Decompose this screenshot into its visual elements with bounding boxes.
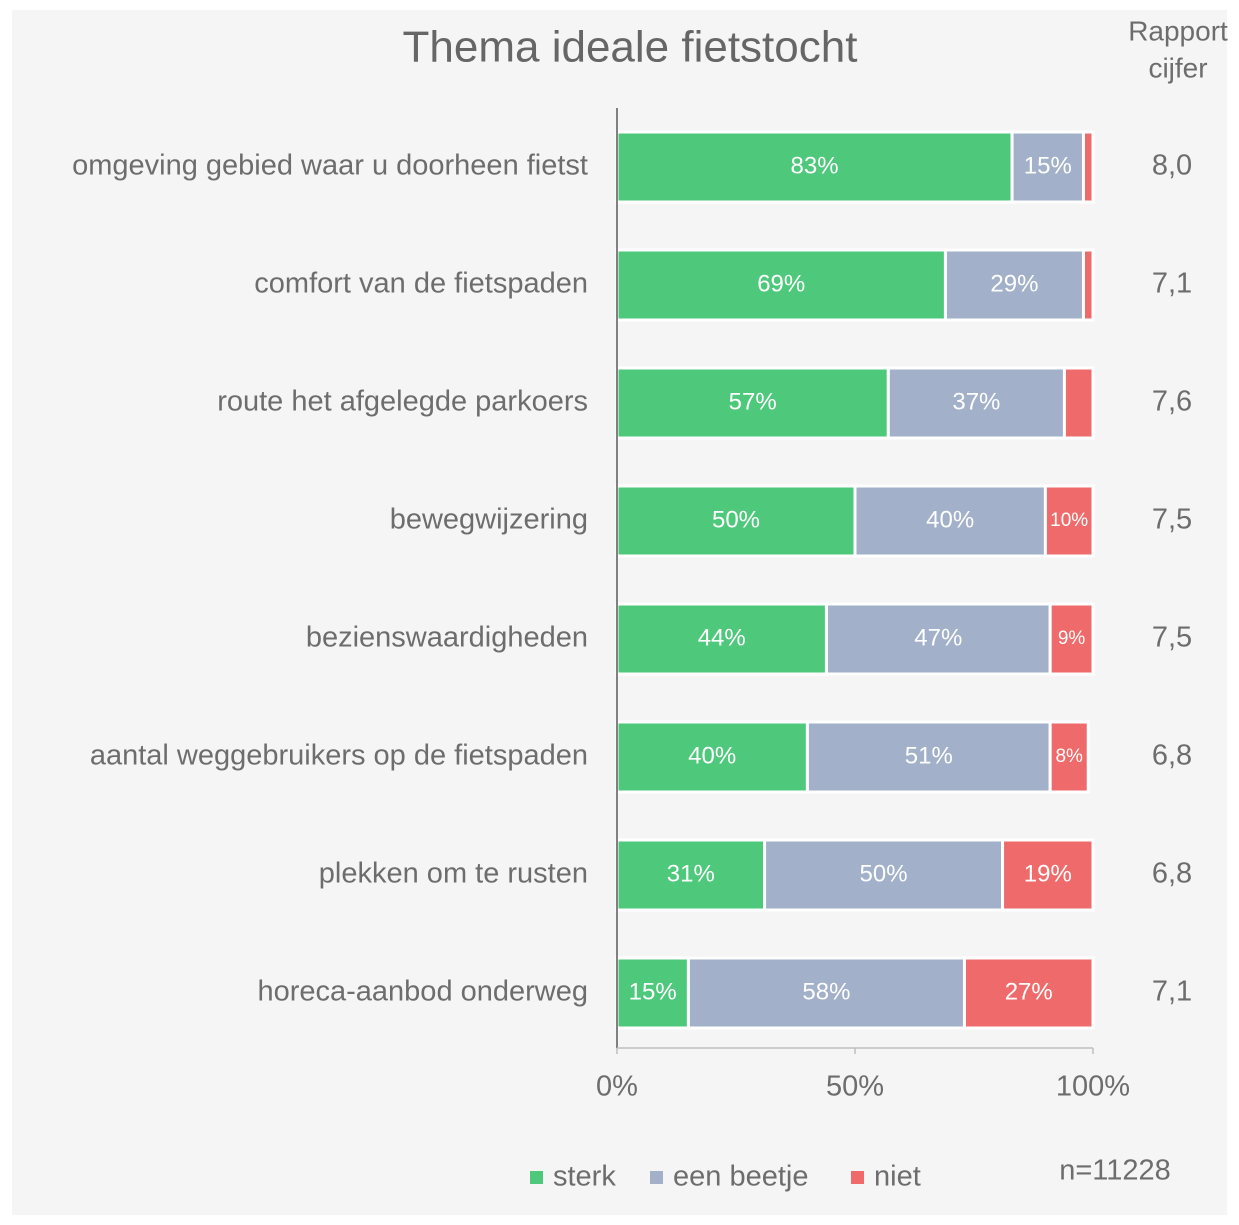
side-column-value: 7,1 [1152,976,1192,1008]
data-label: 69% [757,270,805,297]
bar-segment [615,130,1014,204]
x-tick-label: 100% [1056,1071,1130,1103]
sample-note: n=11228 [1059,1155,1171,1187]
bar-segment [1043,484,1095,558]
category-label: plekken om te rusten [319,858,588,890]
data-label: 27% [1005,978,1053,1005]
bar-segment [1048,602,1095,676]
data-label: 15% [1024,152,1072,179]
legend-swatch [851,1171,864,1184]
side-column-title: Rapport [1128,15,1228,46]
bar-segment [853,484,1047,558]
legend-label: sterk [553,1161,616,1193]
x-tick-label: 0% [596,1071,638,1103]
bar-segment [763,838,1005,912]
bar-segment [1001,838,1095,912]
side-column-value: 7,1 [1152,268,1192,300]
side-column-value: 6,8 [1152,858,1192,890]
side-column-title: cijfer [1148,52,1207,83]
bar-segment [962,956,1095,1030]
category-label: aantal weggebruikers op de fietspaden [90,740,588,772]
bar-segment [615,248,947,322]
legend-swatch [650,1171,663,1184]
category-label: comfort van de fietspaden [254,268,588,300]
data-label: 47% [914,624,962,651]
data-label: 37% [952,388,1000,415]
data-label: 8% [1055,746,1083,767]
data-label: 58% [802,978,850,1005]
data-label: 10% [1050,510,1088,531]
data-label: 83% [791,152,839,179]
data-label: 19% [1024,860,1072,887]
legend-label: een beetje [673,1161,808,1193]
side-column-value: 7,5 [1152,622,1192,654]
data-label: 40% [926,506,974,533]
bar-segment [1010,130,1085,204]
bar-segment [1048,720,1090,794]
side-column-value: 7,6 [1152,386,1192,418]
data-label: 44% [698,624,746,651]
bar-segment [824,602,1052,676]
side-column-value: 8,0 [1152,150,1192,182]
bar-segment [1081,248,1095,322]
data-label: 50% [860,860,908,887]
data-label: 9% [1058,628,1086,649]
legend-label: niet [874,1161,921,1193]
bar-segment [805,720,1052,794]
side-column-value: 6,8 [1152,740,1192,772]
data-label: 50% [712,506,760,533]
category-label: bewegwijzering [390,504,588,536]
chart-title: Thema ideale fietstocht [403,23,858,72]
x-tick-label: 50% [826,1071,884,1103]
bar-segment [886,366,1066,440]
bar-segment [1062,366,1095,440]
data-label: 51% [905,742,953,769]
category-label: route het afgelegde parkoers [217,386,588,418]
side-column-value: 7,5 [1152,504,1192,536]
data-label: 57% [729,388,777,415]
bar-segment [1081,130,1095,204]
data-label: 15% [629,978,677,1005]
category-label: omgeving gebied waar u doorheen fietst [72,150,588,182]
legend-swatch [530,1171,543,1184]
bar-segment [615,366,890,440]
data-label: 29% [990,270,1038,297]
bar-segment [943,248,1085,322]
category-label: horeca-aanbod onderweg [257,976,588,1008]
data-label: 40% [688,742,736,769]
data-label: 31% [667,860,715,887]
category-label: bezienswaardigheden [306,622,588,654]
